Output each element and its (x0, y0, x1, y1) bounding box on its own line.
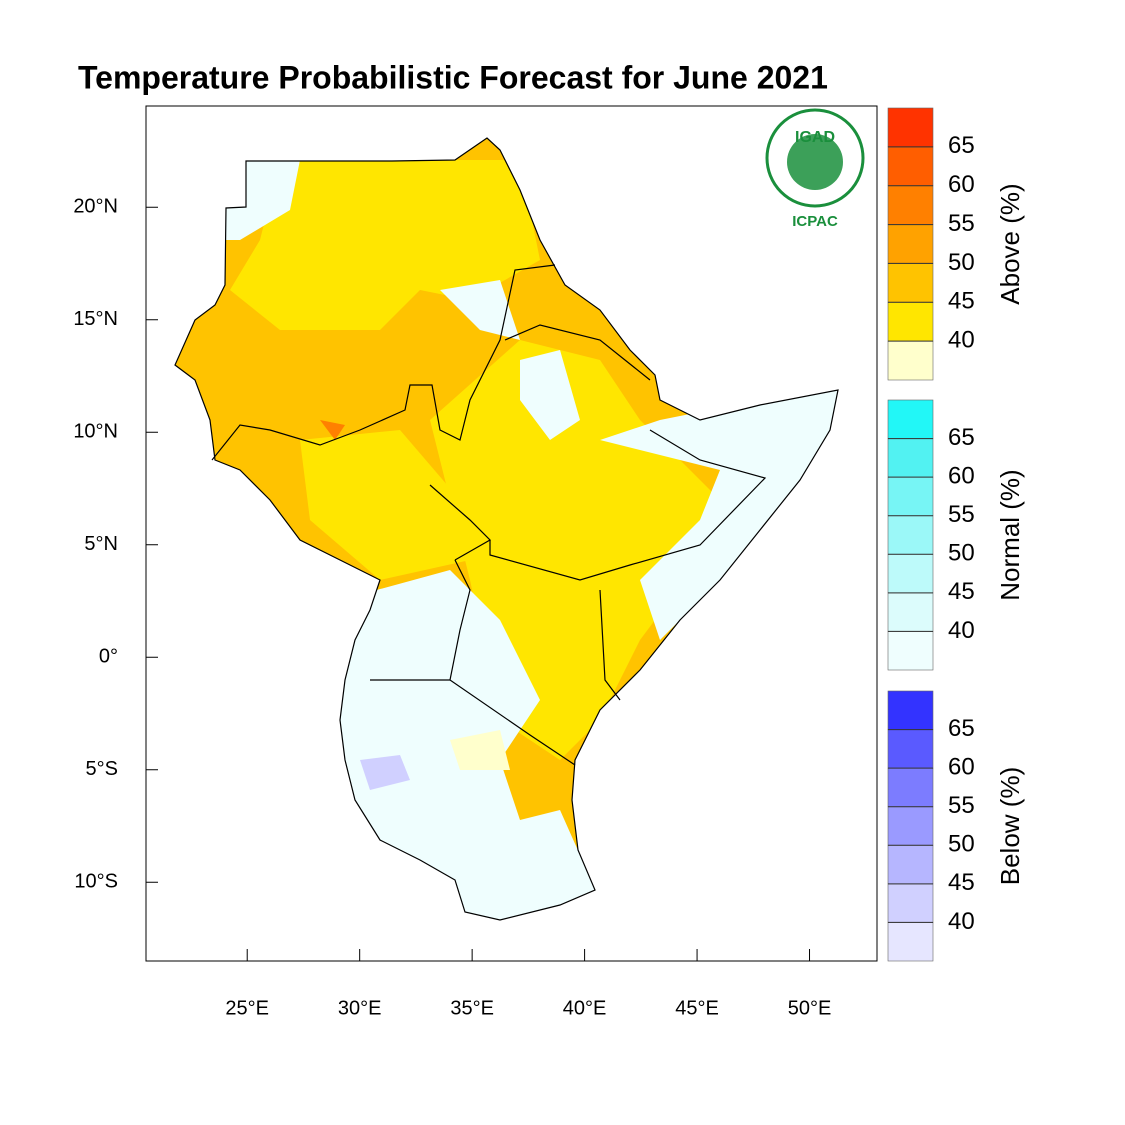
x-tick-label: 25°E (225, 997, 269, 1019)
colorbar-cell (887, 185, 934, 225)
colorbar-cell (887, 146, 934, 187)
y-tick-label: 0° (99, 646, 118, 668)
border (429, 484, 491, 561)
field-normal (520, 350, 580, 440)
colorbar-label: 45 (948, 869, 975, 896)
colorbar-cell (887, 263, 934, 303)
border (489, 429, 767, 581)
y-tick-label: 15°N (73, 308, 118, 330)
colorbar-cell (887, 301, 934, 342)
title: Temperature Probabilistic Forecast for J… (78, 59, 828, 95)
colorbar-label: 65 (948, 132, 975, 159)
colorbar-cell (887, 690, 934, 730)
colorbar-cell (887, 729, 934, 769)
field-above-35 (450, 730, 510, 770)
x-tick-label: 35°E (450, 997, 494, 1019)
colorbar-cell (887, 399, 934, 439)
colorbar-label: 40 (948, 326, 975, 353)
field-normal (600, 390, 838, 640)
field-above-40 (300, 430, 470, 580)
colorbar-label: 55 (948, 501, 975, 528)
coastline (174, 137, 839, 921)
x-tick-label: 50°E (788, 997, 832, 1019)
colorbar-cell (887, 592, 934, 632)
colorbar-label: 50 (948, 540, 975, 567)
logo-name: IGAD (795, 129, 835, 146)
colorbar-label: 65 (948, 715, 975, 742)
field-normal (440, 280, 520, 340)
y-tick-label: 5°N (84, 533, 118, 555)
colorbar-title: Normal (%) (995, 469, 1025, 600)
field-above-55 (320, 420, 345, 440)
colorbar-label: 60 (948, 753, 975, 780)
colorbar-title: Below (%) (995, 767, 1025, 885)
colorbar-cell (887, 476, 934, 517)
colorbar-cell (887, 340, 934, 381)
border (504, 324, 651, 381)
colorbar-label: 40 (948, 617, 975, 644)
colorbar-label: 60 (948, 462, 975, 489)
colorbar-label: 55 (948, 210, 975, 237)
colorbar-cell (887, 515, 934, 555)
colorbar-cell (887, 107, 934, 148)
colorbar-cell (887, 922, 934, 962)
colorbar-label: 50 (948, 831, 975, 858)
logo: IGAD ICPAC (765, 108, 865, 230)
colorbar-label: 45 (948, 578, 975, 605)
border (211, 264, 556, 461)
colorbar-cell (887, 883, 934, 923)
y-tick-label: 10°S (74, 871, 118, 893)
colorbar-cell (887, 438, 934, 478)
colorbar-label: 65 (948, 424, 975, 451)
borders (211, 264, 767, 766)
colorbar-cell (887, 224, 934, 264)
colorbar-label: 60 (948, 171, 975, 198)
y-tick-label: 5°S (86, 758, 118, 780)
y-tick-label: 20°N (73, 196, 118, 218)
colorbar-cell (887, 631, 934, 671)
colorbar-title: Above (%) (995, 183, 1025, 304)
field-below (360, 755, 410, 790)
x-tick-label: 45°E (675, 997, 719, 1019)
x-tick-label: 40°E (563, 997, 607, 1019)
colorbar-cell (887, 844, 934, 885)
colorbar-cell (887, 553, 934, 594)
colorbar-cell (887, 806, 934, 846)
colorbar-cell (887, 767, 934, 808)
colorbar-label: 45 (948, 288, 975, 315)
border (449, 559, 576, 766)
colorbar-label: 40 (948, 908, 975, 935)
x-tick-label: 30°E (338, 997, 382, 1019)
logo-org: ICPAC (792, 213, 838, 230)
colorbar-label: 50 (948, 249, 975, 276)
colorbar-label: 55 (948, 792, 975, 819)
logo-africa (787, 134, 843, 190)
y-tick-label: 10°N (73, 421, 118, 443)
border (599, 589, 621, 701)
